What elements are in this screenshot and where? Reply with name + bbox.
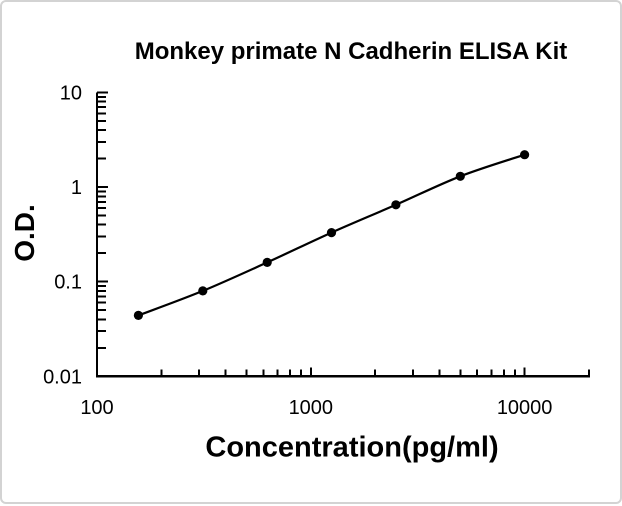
x-tick-label: 100: [80, 397, 113, 419]
axes-layer: [95, 91, 590, 378]
series-standard-curve: [133, 150, 530, 320]
data-point-marker: [455, 171, 465, 181]
data-point-marker: [391, 200, 401, 210]
data-point-marker: [262, 257, 272, 267]
x-tick-label: 10000: [497, 397, 553, 419]
data-point-marker: [133, 310, 143, 320]
data-point-marker: [326, 228, 337, 238]
data-point-marker: [198, 286, 208, 296]
y-tick-label: 0.01: [43, 366, 82, 388]
y-tick-label: 0.1: [54, 272, 82, 294]
tick-label-layer: 100 1000 10000 10 1 0.1 0.01: [43, 83, 552, 420]
y-tick-label: 1: [71, 177, 82, 199]
y-tick-label: 10: [60, 83, 82, 105]
chart-title: Monkey primate N Cadherin ELISA Kit: [134, 38, 568, 65]
x-axis-title: Concentration(pg/ml): [205, 431, 499, 464]
data-point-marker: [520, 150, 530, 160]
x-tick-label: 1000: [289, 397, 334, 419]
